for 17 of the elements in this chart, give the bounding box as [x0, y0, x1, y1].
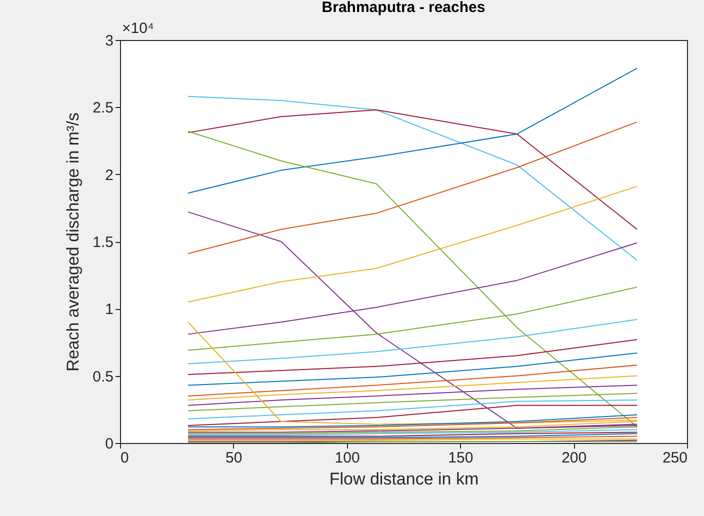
x-axis-title: Flow distance in km: [329, 470, 479, 488]
y-tick-label: 0.5: [92, 368, 114, 386]
y-tick-label: 1.5: [92, 234, 114, 251]
y-tick-label: 0: [105, 436, 114, 452]
x-tick-label: 250: [662, 450, 688, 466]
y-tick-label: 2: [105, 166, 114, 184]
y-tick-label: 3: [105, 32, 114, 50]
x-tick-label: 100: [334, 450, 360, 466]
x-tick-label: 150: [448, 450, 474, 466]
chart-title: Brahmaputra - reaches: [322, 0, 486, 16]
y-tick-label: 2.5: [92, 100, 114, 117]
x-tick-label: 50: [226, 450, 242, 466]
y-axis-title: Reach averaged discharge in m³/s: [64, 112, 83, 372]
x-tick-label: 200: [562, 450, 587, 466]
y-tick-label: 1: [105, 301, 114, 318]
text: ×10⁴: [122, 20, 154, 37]
x-tick-label: 0: [120, 450, 129, 466]
